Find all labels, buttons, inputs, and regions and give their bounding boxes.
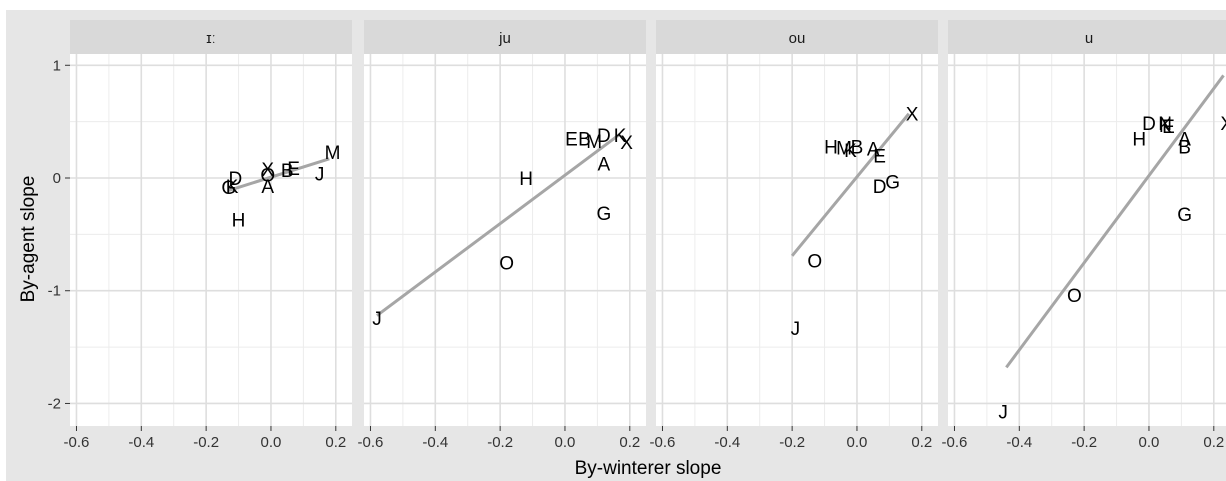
x-tick-label: 0.0 — [1139, 434, 1160, 451]
point-label-X: X — [620, 133, 633, 154]
point-label-G: G — [596, 204, 611, 225]
point-label-A: A — [598, 154, 611, 175]
facet-strip-title: u — [1085, 30, 1093, 47]
x-tick-label: 0.2 — [911, 434, 932, 451]
plot-area — [948, 54, 1226, 426]
point-label-D: D — [228, 169, 242, 190]
x-tick-label: 0.2 — [619, 434, 640, 451]
facet-strip-title: ɪː — [206, 30, 216, 47]
point-label-B: B — [578, 130, 591, 151]
point-label-K: K — [226, 177, 239, 198]
x-tick-label: 0.0 — [261, 434, 282, 451]
point-label-M: M — [325, 143, 341, 164]
point-label-A: A — [867, 140, 880, 161]
y-tick-label: 0 — [53, 170, 61, 187]
point-label-D: D — [873, 177, 887, 198]
point-label-K: K — [614, 126, 627, 147]
point-label-A: A — [1178, 130, 1191, 151]
point-label-J: J — [372, 309, 382, 330]
point-label-B: B — [281, 161, 294, 182]
point-label-E: E — [565, 130, 578, 151]
point-label-K: K — [844, 141, 857, 162]
x-tick-label: -0.6 — [650, 434, 676, 451]
facet-strip-title: ju — [498, 30, 511, 47]
x-tick-label: -0.2 — [1071, 434, 1097, 451]
regression-line — [376, 132, 621, 317]
x-tick-label: -0.4 — [128, 434, 154, 451]
x-tick-label: -0.6 — [64, 434, 90, 451]
x-tick-label: 0.0 — [555, 434, 576, 451]
y-tick-label: -2 — [48, 395, 61, 412]
point-label-N: N — [1158, 114, 1172, 135]
y-axis: 1 0 -1 -2 — [48, 57, 70, 412]
plot-area — [70, 54, 352, 426]
x-tick-label: 0.0 — [847, 434, 868, 451]
x-tick-label: -0.6 — [358, 434, 384, 451]
point-label-D: D — [1142, 114, 1156, 135]
y-axis-label: By-agent slope — [18, 176, 39, 303]
regression-line — [790, 112, 910, 257]
x-tick-label: -0.4 — [714, 434, 740, 451]
x-tick-label: -0.2 — [779, 434, 805, 451]
point-label-X: X — [906, 105, 919, 126]
point-label-J: J — [791, 319, 801, 340]
facet-panel-2: ju E BMD KXA H G O J — [364, 20, 646, 426]
y-tick-label: 1 — [53, 57, 61, 74]
point-label-O: O — [260, 166, 275, 187]
point-label-O: O — [807, 251, 822, 272]
point-label-D: D — [597, 126, 611, 147]
y-tick-label: -1 — [48, 283, 61, 300]
facet-strip — [70, 20, 352, 54]
point-label-K: K — [1159, 116, 1172, 137]
x-axis-label: By-winterer slope — [575, 458, 722, 479]
point-label-X: X — [1220, 114, 1226, 135]
point-label-G: G — [221, 178, 236, 199]
point-label-E: E — [1162, 117, 1175, 138]
point-label-B: B — [851, 137, 864, 158]
point-label-G: G — [1177, 205, 1192, 226]
x-tick-label: -0.6 — [942, 434, 968, 451]
facet-panel-1: ɪː X M EBO J D A GKH — [70, 20, 352, 426]
point-label-H: H — [824, 137, 838, 158]
point-label-H: H — [1132, 130, 1146, 151]
x-tick-label: -0.4 — [422, 434, 448, 451]
point-label-X: X — [261, 160, 274, 181]
point-label-E: E — [873, 146, 886, 167]
point-label-G: G — [885, 172, 900, 193]
point-label-E: E — [287, 159, 300, 180]
x-tick-label: 0.2 — [1203, 434, 1224, 451]
x-tick-label: -0.4 — [1006, 434, 1032, 451]
facet-strip — [364, 20, 646, 54]
point-label-M: M — [836, 139, 852, 160]
point-label-O: O — [499, 254, 514, 275]
point-label-J: J — [998, 402, 1008, 423]
facet-strip-title: ou — [789, 30, 806, 47]
x-tick-label: -0.2 — [193, 434, 219, 451]
plot-area — [364, 54, 646, 426]
regression-line — [228, 157, 330, 192]
x-axis: -0.6 -0.4 -0.2 0.0 0.2 -0.6 -0.4 -0.2 0.0 0.2 -0.6… — [64, 426, 1224, 451]
point-label-H: H — [232, 211, 246, 232]
facet-strip — [656, 20, 938, 54]
point-label-M: M — [586, 132, 602, 153]
point-label-B: B — [1178, 137, 1191, 158]
point-label-H: H — [519, 169, 533, 190]
plot-area — [656, 54, 938, 426]
point-label-O: O — [1067, 286, 1082, 307]
x-tick-label: 0.2 — [325, 434, 346, 451]
facet-strip — [948, 20, 1226, 54]
point-label-J: J — [315, 164, 325, 185]
x-tick-label: -0.2 — [487, 434, 513, 451]
regression-line — [1005, 74, 1225, 369]
point-label-A: A — [261, 177, 274, 198]
